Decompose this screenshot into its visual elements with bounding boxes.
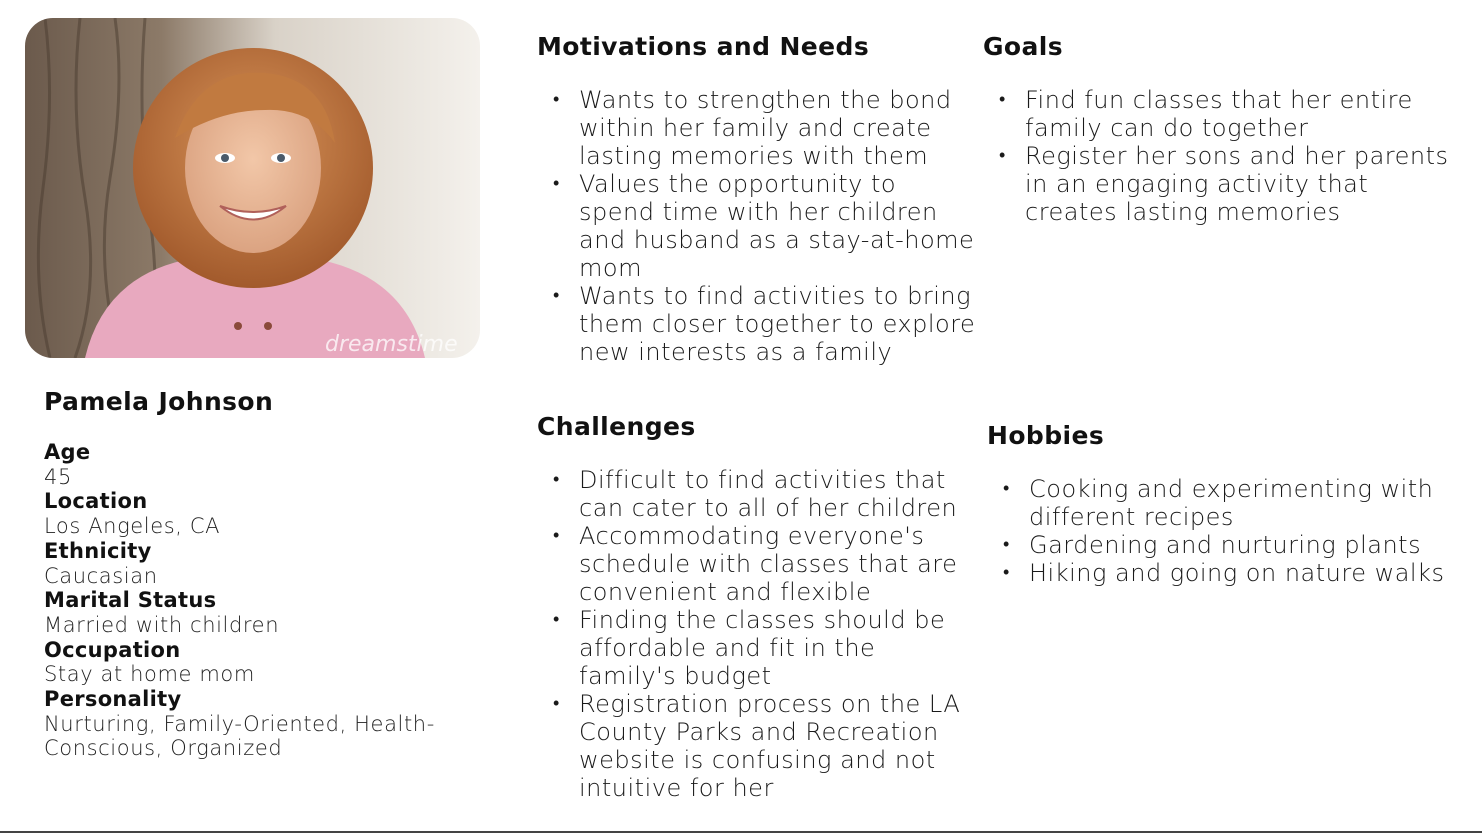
list-item: • Hiking and going on nature walks	[987, 559, 1457, 587]
attribute-label: Occupation	[44, 637, 181, 662]
hobbies-section: Hobbies • Cooking and experimenting with …	[987, 420, 1457, 587]
challenges-list: • Difficult to find activities that can c…	[537, 466, 977, 802]
hobbies-list: • Cooking and experimenting with differen…	[987, 475, 1457, 587]
bullet-icon: •	[1003, 478, 1010, 499]
list-item: • Difficult to find activities that can c…	[537, 466, 977, 522]
goals-list: • Find fun classes that her entire family…	[983, 86, 1453, 226]
bullet-icon: •	[553, 285, 560, 306]
attribute-personality: Personality Nurturing, Family-Oriented, …	[44, 687, 484, 761]
attribute-marital-status: Marital Status Married with children	[44, 588, 484, 637]
bullet-icon: •	[553, 469, 560, 490]
attribute-value: Stay at home mom	[44, 662, 255, 687]
list-item-text: Cooking and experimenting with different…	[1029, 475, 1434, 531]
list-item: • Accommodating everyone's schedule with …	[537, 522, 977, 606]
bullet-icon: •	[553, 693, 560, 714]
list-item-text: Wants to strengthen the bond within her …	[579, 86, 952, 170]
list-item-text: Values the opportunity to spend time wit…	[579, 170, 975, 282]
list-item: • Cooking and experimenting with differen…	[987, 475, 1457, 531]
bullet-icon: •	[1003, 562, 1010, 583]
persona-name: Pamela Johnson	[44, 387, 274, 416]
attribute-label: Marital Status	[44, 588, 217, 613]
attribute-value: Nurturing, Family-Oriented, Health-Consc…	[44, 711, 435, 761]
list-item: • Register her sons and her parents in an…	[983, 142, 1453, 226]
bullet-icon: •	[1003, 534, 1010, 555]
bullet-icon: •	[553, 89, 560, 110]
motivations-list: • Wants to strengthen the bond within her…	[537, 86, 977, 366]
motivations-section: Motivations and Needs • Wants to strength…	[537, 31, 977, 366]
attribute-label: Ethnicity	[44, 538, 152, 563]
attribute-ethnicity: Ethnicity Caucasian	[44, 539, 484, 588]
bullet-icon: •	[553, 525, 560, 546]
attribute-location: Location Los Angeles, CA	[44, 489, 484, 538]
attribute-label: Location	[44, 489, 148, 514]
photo-watermark: dreamstime	[325, 332, 458, 357]
attribute-value: Married with children	[44, 612, 280, 637]
goals-section: Goals • Find fun classes that her entire …	[983, 31, 1453, 226]
list-item-text: Difficult to find activities that can ca…	[579, 466, 958, 522]
list-item: • Registration process on the LA County P…	[537, 690, 977, 802]
list-item-text: Wants to find activities to bring them c…	[579, 282, 976, 366]
section-title: Motivations and Needs	[537, 32, 870, 61]
list-item: • Wants to find activities to bring them …	[537, 282, 977, 366]
attribute-occupation: Occupation Stay at home mom	[44, 638, 484, 687]
attribute-label: Age	[44, 440, 91, 464]
list-item: • Gardening and nurturing plants	[987, 531, 1457, 559]
list-item-text: Gardening and nurturing plants	[1029, 531, 1422, 559]
bullet-icon: •	[553, 609, 560, 630]
bullet-icon: •	[553, 173, 560, 194]
bullet-icon: •	[999, 89, 1006, 110]
attribute-value: Los Angeles, CA	[44, 514, 221, 539]
persona-photo: dreamstime	[25, 18, 480, 358]
list-item-text: Hiking and going on nature walks	[1029, 559, 1445, 587]
list-item: • Find fun classes that her entire family…	[983, 86, 1453, 142]
attribute-value: Caucasian	[44, 563, 158, 588]
attribute-value: 45	[44, 464, 72, 489]
section-title: Hobbies	[987, 421, 1105, 450]
list-item: • Values the opportunity to spend time wi…	[537, 170, 977, 282]
persona-attributes: Age 45 Location Los Angeles, CA Ethnicit…	[44, 440, 484, 761]
list-item: • Wants to strengthen the bond within her…	[537, 86, 977, 170]
section-title: Challenges	[537, 412, 696, 441]
section-title: Goals	[983, 32, 1064, 61]
list-item-text: Registration process on the LA County Pa…	[579, 690, 961, 802]
attribute-age: Age 45	[44, 440, 484, 489]
bottom-divider	[0, 831, 1482, 833]
attribute-label: Personality	[44, 687, 182, 712]
bullet-icon: •	[999, 145, 1006, 166]
list-item-text: Finding the classes should be affordable…	[579, 606, 946, 690]
list-item-text: Find fun classes that her entire family …	[1025, 86, 1413, 142]
list-item: • Finding the classes should be affordabl…	[537, 606, 977, 690]
list-item-text: Register her sons and her parents in an …	[1025, 142, 1449, 226]
list-item-text: Accommodating everyone's schedule with c…	[579, 522, 958, 606]
challenges-section: Challenges • Difficult to find activities…	[537, 411, 977, 802]
